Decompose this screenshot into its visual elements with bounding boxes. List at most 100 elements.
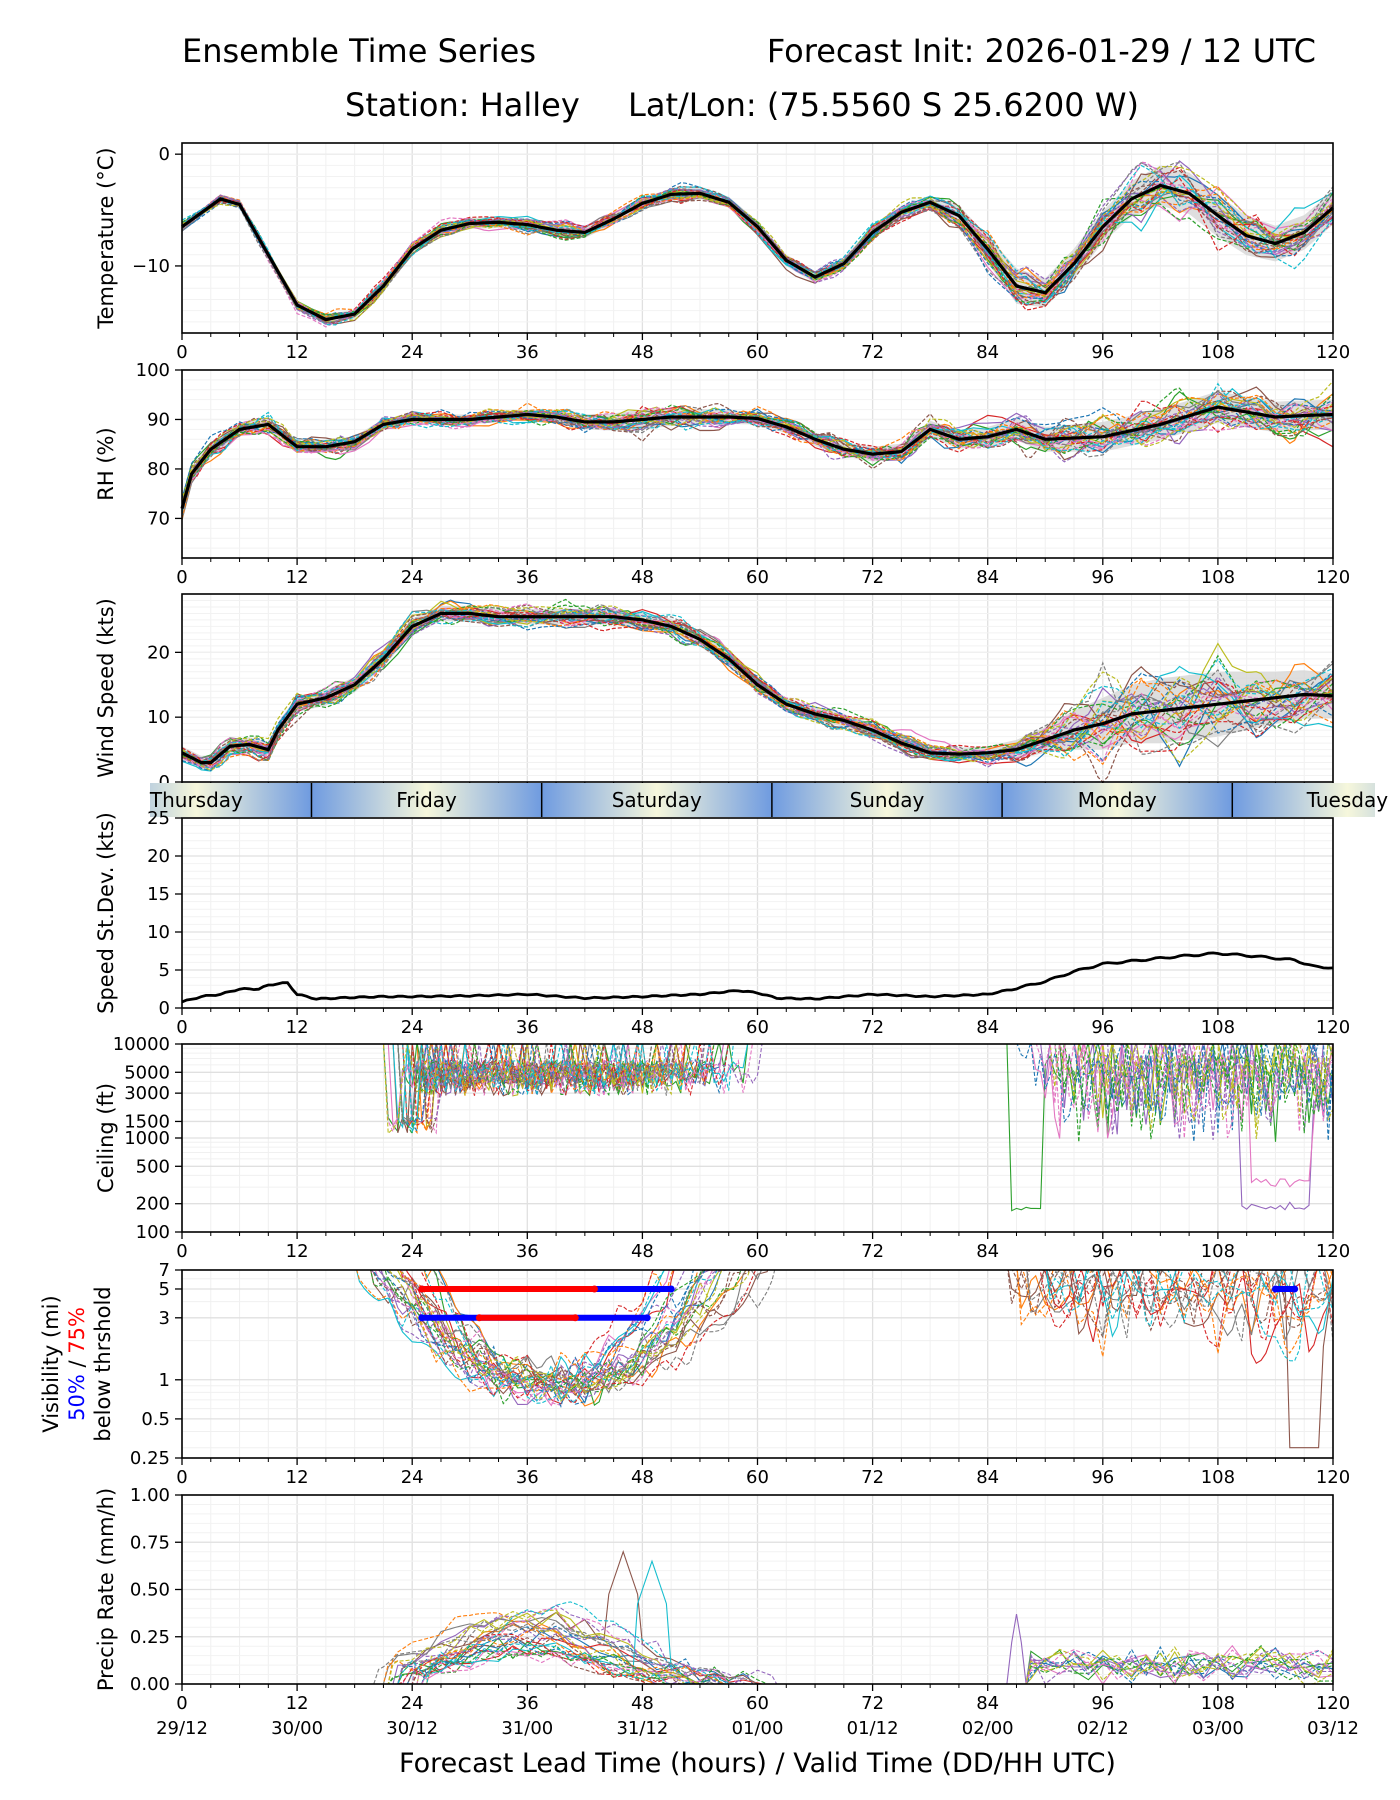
visibility-member-line (356, 1270, 1333, 1393)
y-tick-label: 0.00 (130, 1674, 170, 1695)
x-tick-label: 72 (861, 1241, 884, 1262)
ensemble-member-line (181, 403, 1334, 515)
precip-member-line (182, 1638, 1334, 1685)
y-tick-label: 5 (159, 1279, 170, 1300)
y-tick-label: 25 (147, 808, 170, 829)
y-tick-label: 3 (159, 1308, 170, 1329)
y-tick-label: 1500 (124, 1111, 170, 1132)
precip-member-line (182, 1625, 1334, 1685)
figure-title: Ensemble Time Series (182, 32, 536, 70)
day-label: Sunday (850, 788, 925, 812)
y-axis-label-tail: below thrshold (91, 1286, 115, 1441)
x-tick-label: 72 (861, 1467, 884, 1488)
y-tick-label: 80 (147, 459, 170, 480)
y-tick-label: 3000 (124, 1083, 170, 1104)
x-tick-label: 120 (1316, 1017, 1350, 1038)
y-tick-label: −10 (132, 256, 170, 277)
station-label: Station: Halley (345, 86, 580, 124)
x-tick-label: 84 (976, 567, 999, 588)
x-tick-label: 12 (286, 1241, 309, 1262)
x-tick-label: 60 (746, 1017, 769, 1038)
x-tick-label: 84 (976, 1693, 999, 1714)
ensemble-member-line (181, 405, 1334, 505)
y-tick-label: 20 (147, 846, 170, 867)
valid-time-label: 02/12 (1077, 1718, 1129, 1739)
ensemble-member-line (181, 177, 1334, 322)
ensemble-member-line (181, 605, 1334, 772)
x-tick-label: 0 (176, 1241, 187, 1262)
ensemble-mean-line (181, 611, 1334, 765)
ceiling-member-line (382, 1044, 1333, 1140)
x-tick-label: 36 (516, 567, 539, 588)
y-tick-label: 0.50 (130, 1580, 170, 1601)
x-tick-label: 36 (516, 1017, 539, 1038)
ensemble-member-line (181, 165, 1334, 322)
visibility-members (355, 1270, 1333, 1449)
x-tick-label: 60 (746, 1241, 769, 1262)
x-tick-label: 120 (1316, 567, 1350, 588)
y-tick-label: 70 (147, 508, 170, 529)
x-tick-label: 12 (286, 1693, 309, 1714)
x-tick-label: 84 (976, 1017, 999, 1038)
y-tick-label: 100 (136, 360, 170, 381)
y-tick-label: 0.75 (130, 1532, 170, 1553)
x-tick-label: 108 (1201, 1693, 1235, 1714)
ensemble-member-line (181, 170, 1334, 325)
x-tick-label: 0 (176, 1693, 187, 1714)
ensemble-member-line (181, 607, 1334, 768)
x-tick-label: 108 (1201, 567, 1235, 588)
x-tick-label: 36 (516, 342, 539, 363)
threshold-bar-end (418, 1314, 426, 1322)
precip-member-line (182, 1650, 1334, 1685)
ensemble-member-line (181, 607, 1334, 765)
valid-time-label: 01/00 (732, 1718, 784, 1739)
x-tick-label: 96 (1091, 1467, 1114, 1488)
x-tick-label: 24 (401, 342, 424, 363)
day-label: Saturday (612, 788, 702, 812)
x-tick-label: 84 (976, 1467, 999, 1488)
x-tick-label: 108 (1201, 342, 1235, 363)
threshold-bar-end (643, 1314, 651, 1322)
x-tick-label: 120 (1316, 1467, 1350, 1488)
day-band-segment (1002, 783, 1233, 817)
vis-50-label: 50% (65, 1374, 89, 1421)
forecast-init-label: Forecast Init: 2026-01-29 / 12 UTC (766, 32, 1316, 70)
x-tick-label: 36 (516, 1241, 539, 1262)
y-tick-label: 100 (136, 1222, 170, 1243)
x-tick-label: 12 (286, 567, 309, 588)
valid-time-label: 29/12 (156, 1718, 208, 1739)
x-tick-label: 24 (401, 1017, 424, 1038)
x-tick-label: 120 (1316, 1693, 1350, 1714)
threshold-bar-end (475, 1314, 483, 1322)
ensemble-mean-line (180, 405, 1334, 509)
x-tick-label: 0 (176, 342, 187, 363)
ceiling-member-line (397, 1044, 1333, 1127)
y-axis-label: RH (%) (94, 427, 118, 500)
latlon-label: Lat/Lon: (75.5560 S 25.6200 W) (628, 86, 1139, 124)
x-tick-label: 72 (861, 1693, 884, 1714)
day-label: Monday (1078, 788, 1157, 812)
ensemble-mean-line (181, 183, 1335, 322)
x-tick-label: 96 (1091, 1241, 1114, 1262)
x-tick-label: 96 (1091, 1693, 1114, 1714)
x-tick-label: 96 (1091, 1017, 1114, 1038)
y-tick-label: 0 (159, 144, 170, 165)
panel-3: 0 5 10 15 20 25 Speed St.Dev. (kts) 0 12 24 36 48 60… (94, 808, 1350, 1038)
precip-member-line (182, 1629, 1334, 1685)
y-axis-label-percent: 50% / 75% (65, 1307, 89, 1421)
day-band-segment (311, 783, 542, 817)
day-label: Thursday (149, 788, 243, 812)
y-tick-label: 0.5 (141, 1409, 170, 1430)
x-tick-label: 12 (286, 1017, 309, 1038)
ensemble-member-line (181, 607, 1334, 769)
threshold-bar-end (418, 1285, 426, 1293)
y-tick-label: 1.00 (130, 1485, 170, 1506)
x-tick-label: 0 (176, 567, 187, 588)
ensemble-member-line (181, 603, 1334, 764)
y-axis-label: Speed St.Dev. (kts) (94, 812, 118, 1014)
x-tick-label: 24 (401, 1693, 424, 1714)
x-tick-label: 12 (286, 1467, 309, 1488)
ceiling-member-line (406, 1044, 1333, 1211)
